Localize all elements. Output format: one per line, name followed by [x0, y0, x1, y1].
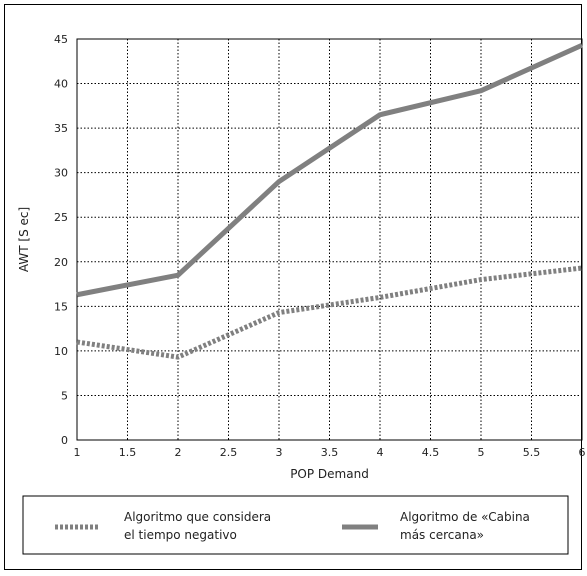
y-tick-label: 35	[54, 122, 68, 135]
x-tick-label: 2.5	[220, 446, 238, 459]
x-tick-label: 4	[377, 446, 384, 459]
legend-label-2: Algoritmo de «Cabina	[400, 510, 530, 524]
series-lines	[76, 42, 584, 360]
y-tick-label: 10	[54, 345, 68, 358]
y-tick-label: 0	[61, 434, 68, 447]
series-line-1	[76, 265, 583, 360]
x-tick-label: 2	[175, 446, 182, 459]
y-tick-label: 20	[54, 256, 68, 269]
y-tick-label: 30	[54, 167, 68, 180]
x-tick-label: 1.5	[119, 446, 137, 459]
y-axis-title: AWT [S ec]	[17, 207, 31, 272]
x-tick-label: 5.5	[523, 446, 541, 459]
legend	[22, 495, 569, 555]
legend-label-1: Algoritmo que considera	[124, 510, 271, 524]
chart-frame	[4, 4, 582, 570]
x-tick-label: 3	[276, 446, 283, 459]
x-tick-label: 1	[74, 446, 81, 459]
y-tick-label: 5	[61, 389, 68, 402]
series-line-2	[76, 42, 584, 298]
x-tick-label: 3.5	[321, 446, 339, 459]
x-tick-label: 5	[478, 446, 485, 459]
y-tick-label: 40	[54, 78, 68, 91]
legend-label-1: el tiempo negativo	[124, 528, 237, 542]
x-tick-label: 4.5	[422, 446, 440, 459]
y-tick-label: 45	[54, 33, 68, 46]
x-tick-labels: 1 1.5 2 2.5 3 3.5 4 4.5 5 5.5 6	[74, 446, 586, 459]
plot-area	[76, 38, 583, 441]
legend-label-2: más cercana»	[400, 528, 484, 542]
grid	[77, 39, 582, 440]
y-tick-labels: 0 5 10 15 20 25 30 35 40 45	[54, 33, 68, 447]
y-tick-label: 25	[54, 211, 68, 224]
legend-items: Algoritmo que considera el tiempo negativ…	[55, 510, 530, 542]
x-tick-label: 6	[579, 446, 586, 459]
x-axis-title: POP Demand	[290, 467, 369, 481]
y-tick-label: 15	[54, 300, 68, 313]
